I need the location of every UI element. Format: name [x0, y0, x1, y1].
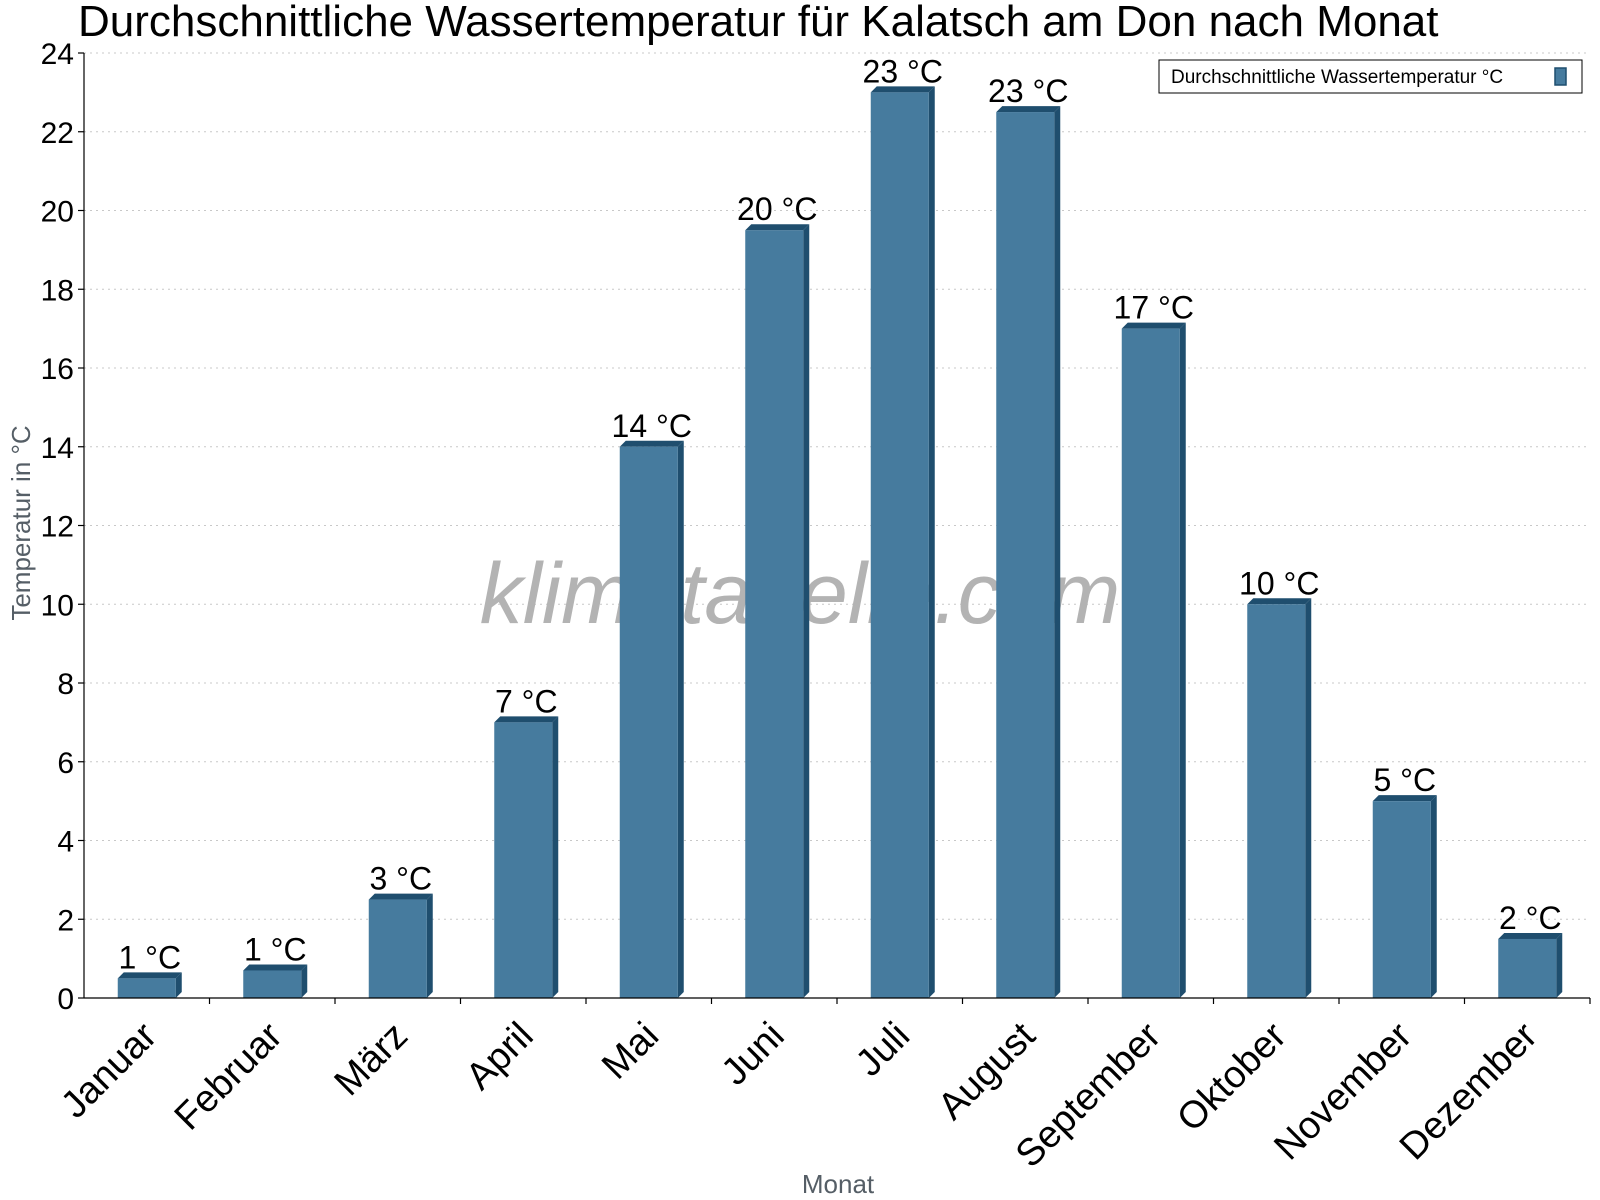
gridlines	[84, 52, 1590, 920]
y-tick-label: 8	[57, 668, 74, 701]
data-label: 20 °C	[737, 191, 817, 227]
bar-top	[1247, 598, 1312, 605]
legend-swatch	[1554, 67, 1567, 86]
y-axis-label: Temperatur in °C	[6, 425, 36, 620]
bar-dezember	[1498, 932, 1563, 998]
y-tick-label: 10	[41, 589, 74, 622]
bar-face	[494, 722, 553, 998]
data-label: 14 °C	[612, 408, 692, 444]
bar-face	[1247, 604, 1306, 998]
y-tick-label: 20	[41, 196, 74, 229]
bar-top	[1498, 932, 1563, 939]
y-tick-label: 4	[57, 826, 74, 859]
bar-september	[1121, 322, 1186, 998]
bar-face	[870, 92, 929, 998]
bar-face	[117, 978, 176, 998]
x-tick-label: Mai	[594, 1015, 667, 1088]
x-tick-label: März	[327, 1015, 416, 1104]
bar-top	[996, 106, 1061, 113]
x-tick-label: August	[930, 1014, 1044, 1128]
bar-april	[494, 716, 559, 998]
bar-face	[1498, 938, 1557, 998]
y-tick-label: 12	[41, 511, 74, 544]
bar-top	[494, 716, 559, 723]
y-tick-label: 0	[57, 983, 74, 1016]
bar-februar	[243, 964, 308, 998]
bar-face	[368, 899, 427, 998]
data-label: 23 °C	[863, 53, 943, 89]
chart-title: Durchschnittliche Wassertemperatur für K…	[78, 0, 1439, 46]
bar-side	[426, 893, 433, 998]
bar-januar	[117, 972, 182, 998]
bar-juni	[745, 224, 810, 998]
legend: Durchschnittliche Wassertemperatur °C	[1158, 59, 1583, 94]
x-tick-label: Februar	[167, 1014, 291, 1138]
bar-juli	[870, 86, 935, 998]
y-tick-label: 16	[41, 353, 74, 386]
data-label: 3 °C	[369, 861, 432, 897]
bar-november	[1372, 795, 1437, 998]
y-tick-label: 14	[41, 432, 74, 465]
bar-side	[552, 716, 559, 998]
y-tick-label: 24	[41, 38, 74, 71]
bar-mai	[619, 440, 684, 998]
y-tick-label: 6	[57, 747, 74, 780]
data-label: 7 °C	[495, 683, 558, 719]
bar-side	[1054, 106, 1061, 998]
y-tick-label: 2	[57, 904, 74, 937]
bar-side	[1179, 322, 1186, 998]
data-label: 1 °C	[118, 939, 181, 975]
bar-top	[1121, 322, 1186, 329]
x-tick-label: Dezember	[1392, 1014, 1546, 1168]
bar-face	[1372, 801, 1431, 998]
bar-märz	[368, 893, 433, 998]
bar-top	[870, 86, 935, 93]
bar-top	[1372, 795, 1437, 802]
bar-top	[745, 224, 810, 231]
x-tick-label: Juni	[714, 1015, 793, 1094]
bar-face	[745, 230, 804, 998]
bar-side	[677, 440, 684, 998]
y-tick-label: 22	[41, 117, 74, 150]
bar-top	[368, 893, 433, 900]
bar-top	[619, 440, 684, 447]
data-label: 1 °C	[244, 931, 307, 967]
x-tick-label: Juli	[848, 1015, 918, 1085]
bar-face	[243, 970, 302, 998]
x-tick-label: April	[458, 1015, 541, 1098]
bar-august	[996, 106, 1061, 998]
bar-side	[175, 972, 182, 998]
bar-side	[803, 224, 810, 998]
bar-side	[1305, 598, 1312, 998]
bars: 1 °C 1 °C 3 °C 7 °C 14 °C 20 °C 23 °C 23 °C 17 °…	[117, 53, 1563, 998]
bar-side	[1556, 932, 1563, 998]
bar-top	[117, 972, 182, 979]
bar-side	[1430, 795, 1437, 998]
bar-face	[1121, 328, 1180, 998]
x-tick-label: Januar	[53, 1014, 165, 1126]
x-axis-label: Monat	[802, 1169, 875, 1199]
legend-box	[1158, 59, 1583, 94]
bar-side	[928, 86, 935, 998]
bar-side	[301, 964, 308, 998]
bar-top	[243, 964, 308, 971]
data-label: 17 °C	[1114, 290, 1194, 326]
data-label: 10 °C	[1239, 565, 1319, 601]
x-tick-label: Oktober	[1169, 1014, 1295, 1140]
bar-oktober	[1247, 598, 1312, 998]
y-tick-label: 18	[41, 274, 74, 307]
bar-face	[996, 112, 1055, 998]
data-label: 23 °C	[988, 73, 1068, 109]
data-label: 5 °C	[1373, 762, 1436, 798]
bar-face	[619, 446, 678, 998]
legend-label: Durchschnittliche Wassertemperatur °C	[1171, 67, 1503, 88]
data-label: 2 °C	[1499, 900, 1562, 936]
